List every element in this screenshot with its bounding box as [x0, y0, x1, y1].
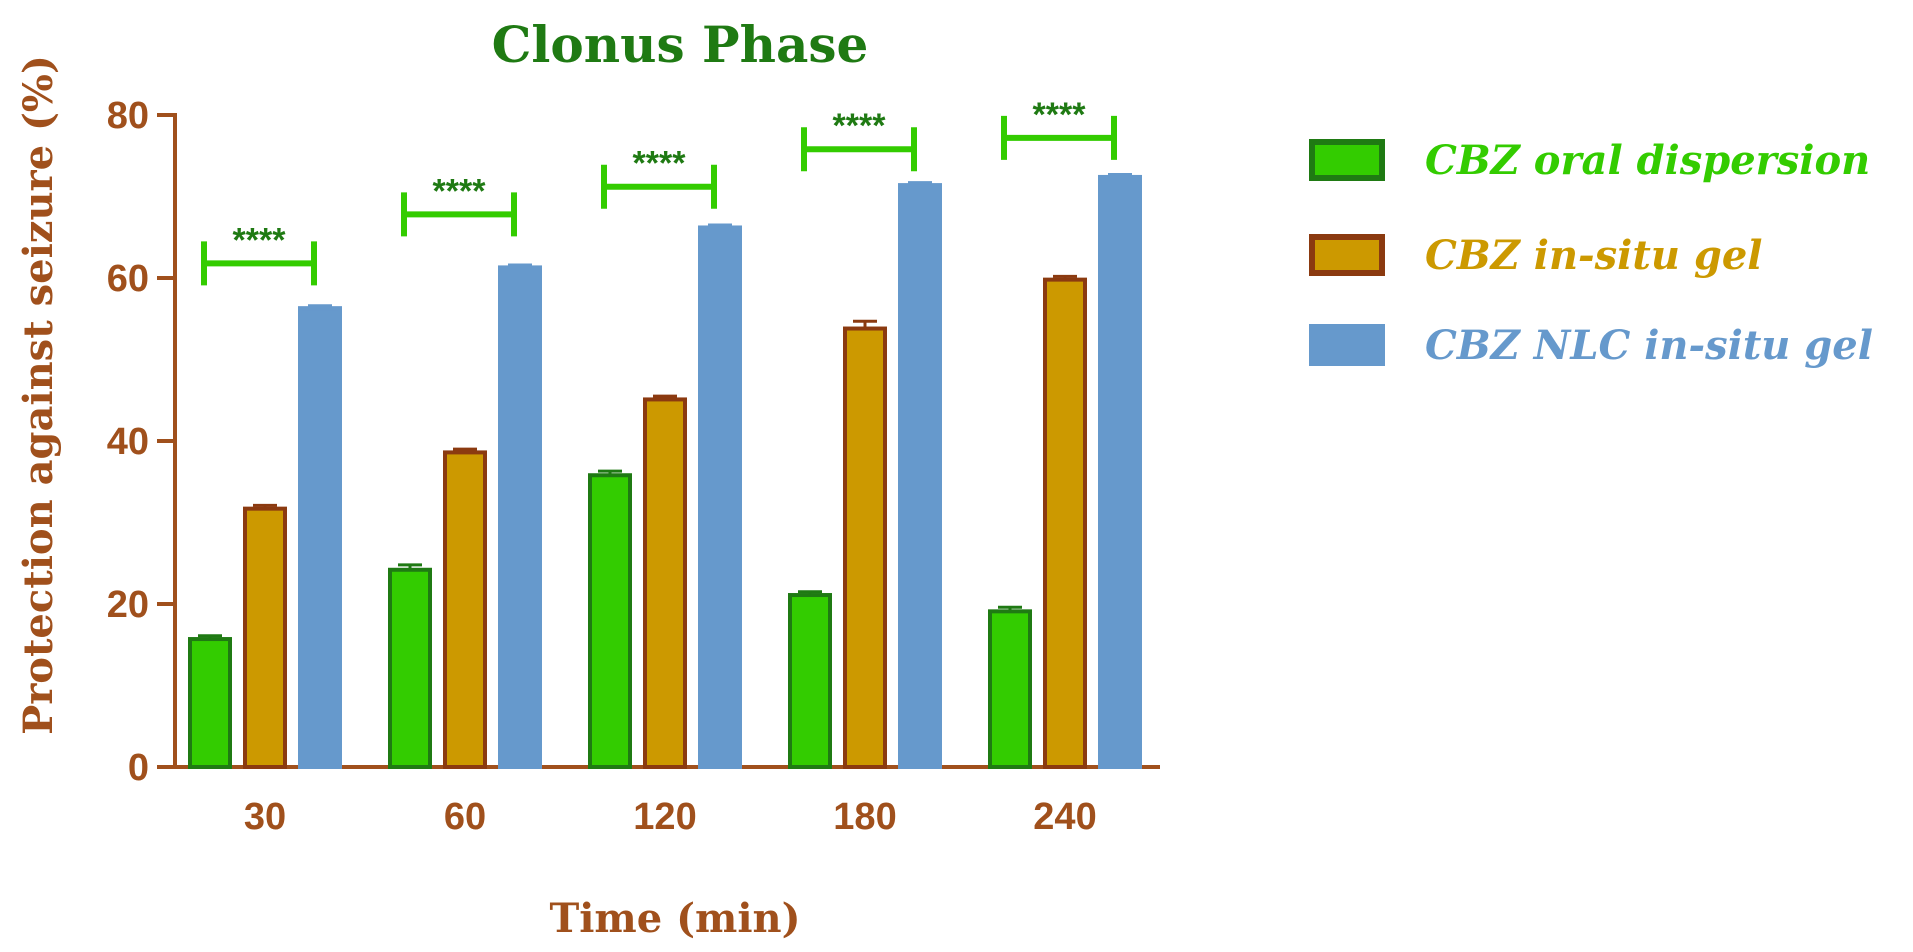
y-tick-label: 40: [107, 421, 149, 463]
legend: CBZ oral dispersion CBZ in-situ gel CBZ NL…: [1309, 137, 1873, 369]
bar: [298, 306, 342, 769]
x-tick-label: 60: [444, 796, 486, 838]
bar: [1098, 174, 1142, 769]
significance-layer: **** **** **** **** ****: [201, 96, 1117, 286]
y-tick-label: 0: [128, 747, 149, 789]
legend-swatch: [1309, 234, 1385, 276]
bar: [843, 326, 887, 769]
x-tick-label: 120: [633, 796, 696, 838]
significance-label: ****: [433, 172, 487, 210]
bar: [498, 265, 542, 769]
legend-swatch: [1309, 139, 1385, 181]
y-tick-label: 60: [107, 258, 149, 300]
bar: [988, 609, 1032, 770]
x-tick-label: 240: [1033, 796, 1096, 838]
legend-label: CBZ oral dispersion: [1425, 137, 1870, 184]
y-axis-title: Protection against seizure (%): [15, 55, 62, 735]
bars-layer: [188, 172, 1142, 770]
x-tick-label: 180: [833, 796, 896, 838]
legend-label: CBZ NLC in-situ gel: [1425, 322, 1873, 369]
bar: [188, 637, 232, 769]
bar: [698, 225, 742, 770]
significance-label: ****: [1033, 96, 1087, 134]
y-tick-label: 20: [107, 584, 149, 626]
bar: [898, 183, 942, 769]
bar: [1043, 277, 1087, 769]
y-tick-label: 80: [107, 95, 149, 137]
bar: [443, 450, 487, 769]
bar: [788, 593, 832, 769]
legend-label: CBZ in-situ gel: [1425, 232, 1762, 279]
significance-label: ****: [633, 145, 687, 183]
bar: [243, 506, 287, 769]
x-axis-title: Time (min): [549, 895, 800, 942]
bar: [588, 473, 632, 769]
bar: [388, 567, 432, 770]
chart-title: Clonus Phase: [492, 15, 869, 74]
significance-label: ****: [233, 221, 287, 259]
significance-label: ****: [833, 107, 887, 145]
x-tick-label: 30: [244, 796, 286, 838]
bar: [643, 397, 687, 769]
legend-swatch: [1309, 324, 1385, 366]
